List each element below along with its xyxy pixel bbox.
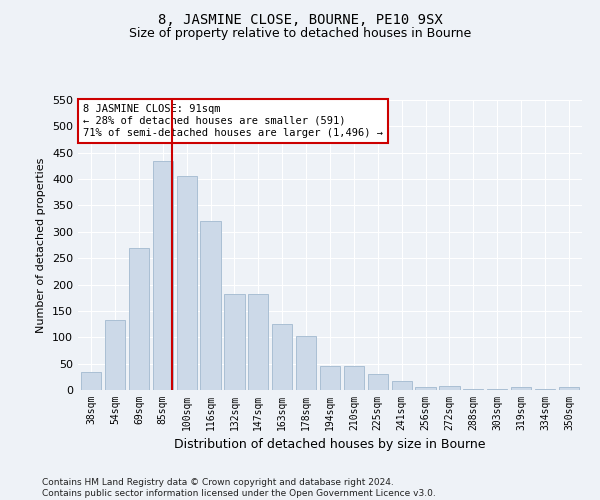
Text: Contains HM Land Registry data © Crown copyright and database right 2024.
Contai: Contains HM Land Registry data © Crown c… (42, 478, 436, 498)
Bar (559, 388, 579, 390)
Bar (248, 294, 268, 390)
Bar (176, 176, 197, 390)
Bar (81, 372, 101, 390)
Bar (296, 336, 316, 390)
Bar (415, 388, 436, 390)
Text: Size of property relative to detached houses in Bourne: Size of property relative to detached ho… (129, 28, 471, 40)
Bar (487, 389, 508, 390)
X-axis label: Distribution of detached houses by size in Bourne: Distribution of detached houses by size … (174, 438, 486, 452)
Bar (368, 374, 388, 390)
Bar (392, 381, 412, 390)
Bar (463, 389, 484, 390)
Bar (152, 160, 173, 390)
Bar (344, 366, 364, 390)
Text: 8 JASMINE CLOSE: 91sqm
← 28% of detached houses are smaller (591)
71% of semi-de: 8 JASMINE CLOSE: 91sqm ← 28% of detached… (83, 104, 383, 138)
Bar (511, 388, 531, 390)
Bar (320, 366, 340, 390)
Y-axis label: Number of detached properties: Number of detached properties (37, 158, 46, 332)
Bar (439, 386, 460, 390)
Bar (105, 320, 125, 390)
Bar (200, 222, 221, 390)
Bar (129, 248, 149, 390)
Bar (224, 294, 245, 390)
Text: 8, JASMINE CLOSE, BOURNE, PE10 9SX: 8, JASMINE CLOSE, BOURNE, PE10 9SX (158, 12, 442, 26)
Bar (272, 324, 292, 390)
Bar (535, 389, 555, 390)
